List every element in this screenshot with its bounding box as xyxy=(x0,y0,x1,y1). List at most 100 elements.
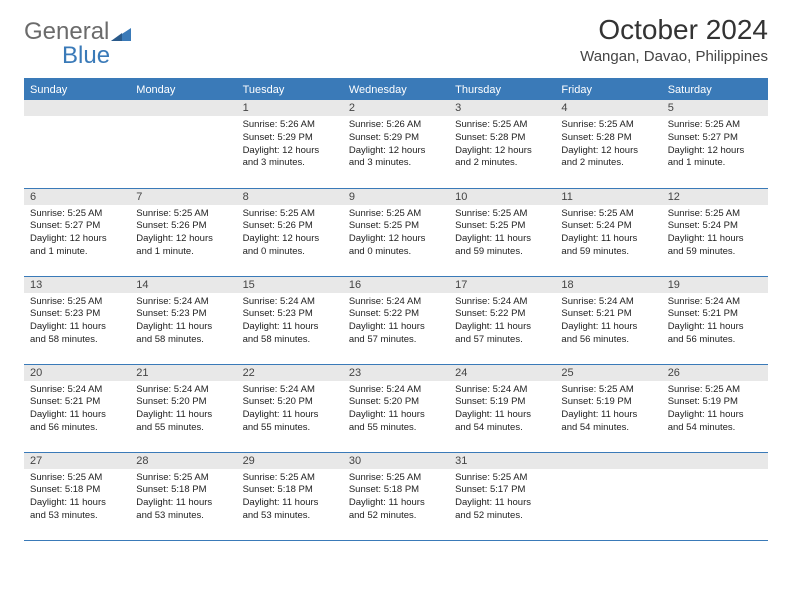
day-cell-12: 12Sunrise: 5:25 AMSunset: 5:24 PMDayligh… xyxy=(662,188,768,276)
detail-line: Sunset: 5:19 PM xyxy=(668,396,762,409)
day-header-friday: Friday xyxy=(555,79,661,100)
day-number xyxy=(130,100,236,116)
detail-line: Daylight: 12 hours and 1 minute. xyxy=(136,233,230,259)
detail-line: Sunset: 5:18 PM xyxy=(243,484,337,497)
detail-line: Sunset: 5:20 PM xyxy=(349,396,443,409)
detail-line: Sunset: 5:18 PM xyxy=(136,484,230,497)
empty-cell xyxy=(662,452,768,540)
detail-line: Sunrise: 5:25 AM xyxy=(455,472,549,485)
detail-line: Sunrise: 5:24 AM xyxy=(136,296,230,309)
day-cell-25: 25Sunrise: 5:25 AMSunset: 5:19 PMDayligh… xyxy=(555,364,661,452)
detail-line: Daylight: 11 hours and 58 minutes. xyxy=(30,321,124,347)
day-cell-15: 15Sunrise: 5:24 AMSunset: 5:23 PMDayligh… xyxy=(237,276,343,364)
day-details: Sunrise: 5:25 AMSunset: 5:25 PMDaylight:… xyxy=(343,205,449,262)
day-cell-27: 27Sunrise: 5:25 AMSunset: 5:18 PMDayligh… xyxy=(24,452,130,540)
day-number: 7 xyxy=(130,189,236,205)
day-number: 10 xyxy=(449,189,555,205)
day-header-saturday: Saturday xyxy=(662,79,768,100)
day-number xyxy=(24,100,130,116)
detail-line: Daylight: 11 hours and 54 minutes. xyxy=(455,409,549,435)
detail-line: Daylight: 12 hours and 1 minute. xyxy=(30,233,124,259)
header: GeneralBlue October 2024 Wangan, Davao, … xyxy=(24,14,768,70)
day-cell-1: 1Sunrise: 5:26 AMSunset: 5:29 PMDaylight… xyxy=(237,100,343,188)
detail-line: Sunrise: 5:25 AM xyxy=(349,472,443,485)
day-details: Sunrise: 5:24 AMSunset: 5:22 PMDaylight:… xyxy=(343,293,449,350)
detail-line: Sunrise: 5:25 AM xyxy=(455,119,549,132)
detail-line: Sunrise: 5:24 AM xyxy=(243,296,337,309)
day-details: Sunrise: 5:24 AMSunset: 5:21 PMDaylight:… xyxy=(662,293,768,350)
detail-line: Sunset: 5:24 PM xyxy=(668,220,762,233)
detail-line: Daylight: 12 hours and 3 minutes. xyxy=(349,145,443,171)
day-details: Sunrise: 5:24 AMSunset: 5:22 PMDaylight:… xyxy=(449,293,555,350)
day-cell-8: 8Sunrise: 5:25 AMSunset: 5:26 PMDaylight… xyxy=(237,188,343,276)
detail-line: Sunset: 5:26 PM xyxy=(136,220,230,233)
detail-line: Sunset: 5:20 PM xyxy=(136,396,230,409)
day-cell-3: 3Sunrise: 5:25 AMSunset: 5:28 PMDaylight… xyxy=(449,100,555,188)
detail-line: Sunrise: 5:25 AM xyxy=(668,119,762,132)
detail-line: Sunrise: 5:25 AM xyxy=(455,208,549,221)
detail-line: Sunset: 5:21 PM xyxy=(30,396,124,409)
detail-line: Sunset: 5:29 PM xyxy=(349,132,443,145)
day-cell-6: 6Sunrise: 5:25 AMSunset: 5:27 PMDaylight… xyxy=(24,188,130,276)
detail-line: Daylight: 11 hours and 59 minutes. xyxy=(455,233,549,259)
day-details: Sunrise: 5:25 AMSunset: 5:27 PMDaylight:… xyxy=(24,205,130,262)
day-details: Sunrise: 5:26 AMSunset: 5:29 PMDaylight:… xyxy=(237,116,343,173)
day-cell-9: 9Sunrise: 5:25 AMSunset: 5:25 PMDaylight… xyxy=(343,188,449,276)
detail-line: Sunrise: 5:25 AM xyxy=(30,208,124,221)
detail-line: Daylight: 11 hours and 58 minutes. xyxy=(243,321,337,347)
detail-line: Sunset: 5:25 PM xyxy=(349,220,443,233)
detail-line: Daylight: 11 hours and 55 minutes. xyxy=(136,409,230,435)
day-number: 9 xyxy=(343,189,449,205)
day-details: Sunrise: 5:25 AMSunset: 5:17 PMDaylight:… xyxy=(449,469,555,526)
day-details: Sunrise: 5:24 AMSunset: 5:20 PMDaylight:… xyxy=(237,381,343,438)
day-details: Sunrise: 5:25 AMSunset: 5:18 PMDaylight:… xyxy=(130,469,236,526)
detail-line: Daylight: 11 hours and 56 minutes. xyxy=(30,409,124,435)
calendar-body: 1Sunrise: 5:26 AMSunset: 5:29 PMDaylight… xyxy=(24,100,768,540)
day-number: 16 xyxy=(343,277,449,293)
detail-line: Daylight: 12 hours and 2 minutes. xyxy=(455,145,549,171)
day-details xyxy=(24,116,130,176)
week-row: 1Sunrise: 5:26 AMSunset: 5:29 PMDaylight… xyxy=(24,100,768,188)
calendar-table: SundayMondayTuesdayWednesdayThursdayFrid… xyxy=(24,78,768,541)
detail-line: Daylight: 12 hours and 1 minute. xyxy=(668,145,762,171)
day-number: 28 xyxy=(130,453,236,469)
detail-line: Sunset: 5:17 PM xyxy=(455,484,549,497)
detail-line: Sunset: 5:26 PM xyxy=(243,220,337,233)
day-header-row: SundayMondayTuesdayWednesdayThursdayFrid… xyxy=(24,79,768,100)
day-details xyxy=(662,469,768,529)
day-number xyxy=(662,453,768,469)
detail-line: Daylight: 11 hours and 59 minutes. xyxy=(561,233,655,259)
day-details: Sunrise: 5:25 AMSunset: 5:18 PMDaylight:… xyxy=(343,469,449,526)
empty-cell xyxy=(24,100,130,188)
day-number: 14 xyxy=(130,277,236,293)
day-number: 19 xyxy=(662,277,768,293)
detail-line: Sunrise: 5:25 AM xyxy=(136,208,230,221)
detail-line: Sunset: 5:27 PM xyxy=(30,220,124,233)
detail-line: Sunset: 5:23 PM xyxy=(30,308,124,321)
detail-line: Daylight: 11 hours and 54 minutes. xyxy=(561,409,655,435)
detail-line: Sunrise: 5:25 AM xyxy=(561,119,655,132)
day-details: Sunrise: 5:25 AMSunset: 5:19 PMDaylight:… xyxy=(555,381,661,438)
detail-line: Sunset: 5:21 PM xyxy=(668,308,762,321)
day-details: Sunrise: 5:25 AMSunset: 5:26 PMDaylight:… xyxy=(130,205,236,262)
detail-line: Sunset: 5:19 PM xyxy=(455,396,549,409)
day-details: Sunrise: 5:24 AMSunset: 5:20 PMDaylight:… xyxy=(130,381,236,438)
detail-line: Daylight: 11 hours and 55 minutes. xyxy=(243,409,337,435)
day-number xyxy=(555,453,661,469)
detail-line: Daylight: 11 hours and 59 minutes. xyxy=(668,233,762,259)
empty-cell xyxy=(555,452,661,540)
day-details: Sunrise: 5:25 AMSunset: 5:28 PMDaylight:… xyxy=(449,116,555,173)
day-number: 15 xyxy=(237,277,343,293)
day-cell-7: 7Sunrise: 5:25 AMSunset: 5:26 PMDaylight… xyxy=(130,188,236,276)
detail-line: Sunset: 5:28 PM xyxy=(561,132,655,145)
day-cell-24: 24Sunrise: 5:24 AMSunset: 5:19 PMDayligh… xyxy=(449,364,555,452)
day-cell-21: 21Sunrise: 5:24 AMSunset: 5:20 PMDayligh… xyxy=(130,364,236,452)
detail-line: Sunset: 5:20 PM xyxy=(243,396,337,409)
detail-line: Sunset: 5:22 PM xyxy=(349,308,443,321)
month-title: October 2024 xyxy=(580,14,768,46)
detail-line: Daylight: 12 hours and 0 minutes. xyxy=(349,233,443,259)
day-details: Sunrise: 5:25 AMSunset: 5:19 PMDaylight:… xyxy=(662,381,768,438)
week-row: 27Sunrise: 5:25 AMSunset: 5:18 PMDayligh… xyxy=(24,452,768,540)
day-details xyxy=(130,116,236,176)
day-cell-23: 23Sunrise: 5:24 AMSunset: 5:20 PMDayligh… xyxy=(343,364,449,452)
